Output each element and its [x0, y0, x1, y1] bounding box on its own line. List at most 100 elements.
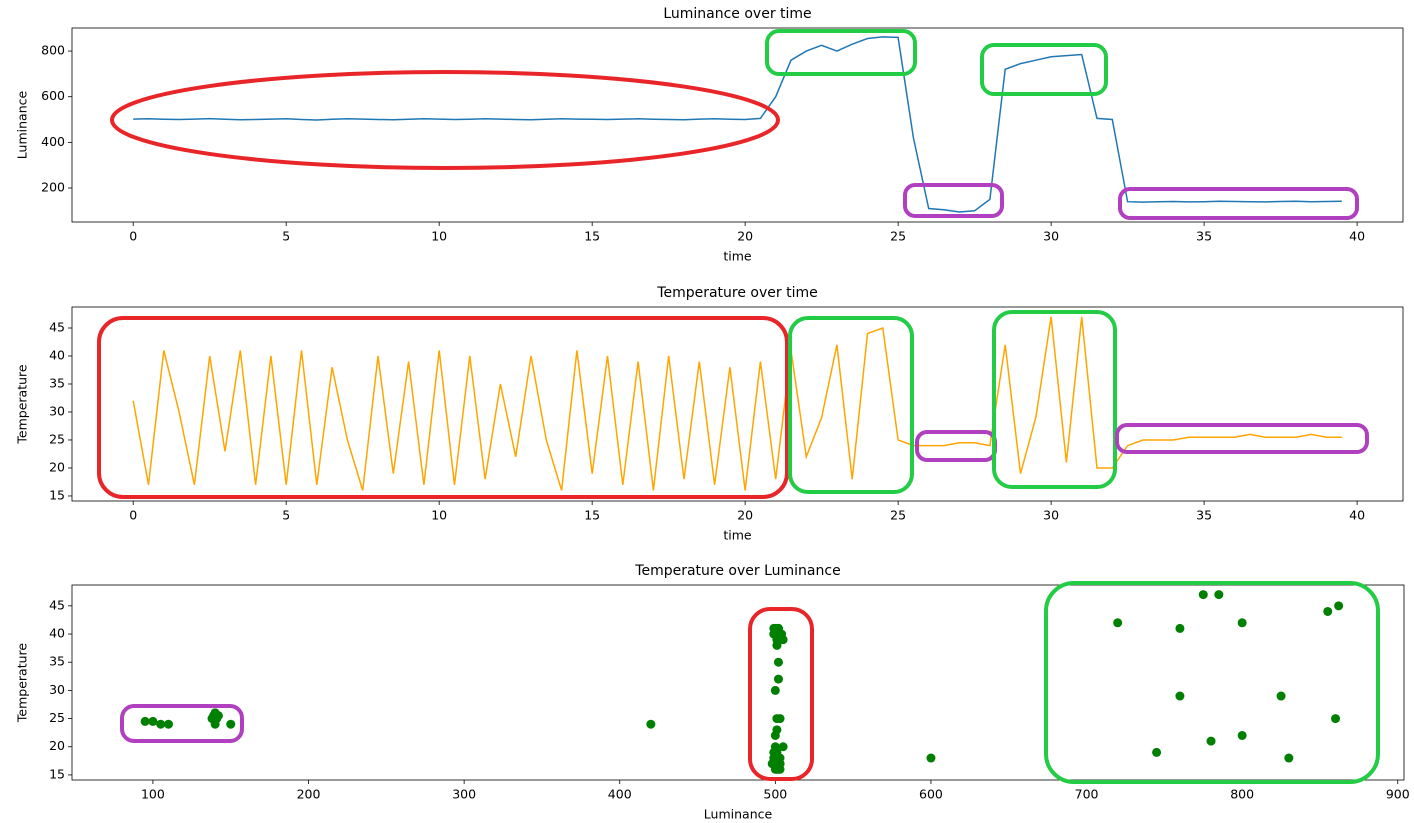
scatter-point — [770, 764, 780, 774]
x-tick-label: 20 — [737, 229, 753, 244]
y-tick-label: 800 — [41, 43, 65, 58]
scatter-point — [1175, 691, 1185, 701]
x-tick-label: 800 — [1230, 787, 1254, 802]
x-tick-label: 10 — [431, 229, 447, 244]
y-tick-label: 45 — [49, 597, 65, 612]
highlight — [110, 70, 780, 170]
y-tick-label: 200 — [41, 179, 65, 194]
x-tick-label: 40 — [1349, 229, 1365, 244]
x-tick-label: 30 — [1043, 508, 1059, 523]
scatter-point — [226, 719, 236, 729]
highlight — [980, 43, 1108, 96]
x-tick-label: 20 — [737, 508, 753, 523]
x-tick-label: 400 — [608, 787, 632, 802]
scatter-point — [926, 753, 936, 763]
scatter-point — [778, 742, 788, 752]
x-tick-label: 30 — [1043, 229, 1059, 244]
scatter-point — [1152, 747, 1162, 757]
scatter-point — [1198, 590, 1208, 600]
scatter-point — [163, 719, 173, 729]
y-axis-label: Luminance — [15, 91, 30, 160]
y-tick-label: 35 — [49, 375, 65, 390]
scatter-point — [1331, 714, 1341, 724]
scatter-point — [1323, 606, 1333, 616]
scatter-point — [772, 714, 782, 724]
y-tick-label: 20 — [49, 459, 65, 474]
highlight — [765, 29, 917, 76]
y-tick-label: 15 — [49, 487, 65, 502]
scatter-point — [140, 716, 150, 726]
x-tick-label: 35 — [1196, 229, 1212, 244]
y-tick-label: 600 — [41, 88, 65, 103]
x-tick-label: 100 — [141, 787, 165, 802]
highlight — [788, 316, 914, 494]
x-tick-label: 25 — [890, 508, 906, 523]
scatter-point — [773, 674, 783, 684]
plot-frame — [71, 584, 1405, 781]
highlight — [1118, 187, 1359, 220]
scatter-point — [1214, 590, 1224, 600]
scatter-point — [1276, 691, 1286, 701]
x-tick-label: 500 — [763, 787, 787, 802]
highlight — [992, 310, 1117, 489]
y-axis-label: Temperature — [15, 364, 30, 444]
data-line — [133, 36, 1342, 213]
x-tick-label: 900 — [1386, 787, 1410, 802]
highlight — [903, 183, 1004, 218]
x-axis-label: time — [723, 528, 752, 543]
scatter-point — [769, 753, 779, 763]
y-tick-label: 20 — [49, 738, 65, 753]
x-tick-label: 700 — [1075, 787, 1099, 802]
plot-frame — [71, 306, 1404, 502]
chart-title: Temperature over Luminance — [634, 563, 840, 579]
scatter-point — [1284, 753, 1294, 763]
highlight — [748, 607, 814, 781]
scatter-point — [156, 719, 166, 729]
x-tick-label: 0 — [129, 229, 137, 244]
x-tick-label: 200 — [297, 787, 321, 802]
plot-frame — [71, 27, 1404, 223]
scatter-point — [1237, 730, 1247, 740]
x-tick-label: 10 — [431, 508, 447, 523]
scatter-point — [213, 711, 223, 721]
scatter-point — [1175, 623, 1185, 633]
y-axis-label: Temperature — [15, 643, 30, 723]
x-axis-label: time — [723, 249, 752, 264]
y-tick-label: 40 — [49, 626, 65, 641]
highlight — [1044, 581, 1380, 784]
scatter-point — [773, 657, 783, 667]
x-tick-label: 5 — [282, 508, 290, 523]
scatter-point — [1237, 618, 1247, 628]
y-tick-label: 15 — [49, 766, 65, 781]
x-tick-label: 300 — [452, 787, 476, 802]
y-tick-label: 45 — [49, 319, 65, 334]
x-tick-label: 5 — [282, 229, 290, 244]
data-line — [132, 316, 1342, 491]
scatter-point — [778, 635, 788, 645]
x-tick-label: 40 — [1349, 508, 1365, 523]
scatter-point — [1334, 601, 1344, 611]
scatter-point — [646, 719, 656, 729]
y-tick-label: 25 — [49, 431, 65, 446]
scatter-point — [770, 742, 780, 752]
x-axis-label: Luminance — [704, 807, 773, 822]
y-tick-label: 40 — [49, 347, 65, 362]
y-tick-label: 400 — [41, 134, 65, 149]
scatter-point — [1113, 618, 1123, 628]
y-tick-label: 30 — [49, 682, 65, 697]
chart-title: Luminance over time — [663, 6, 811, 22]
y-tick-label: 35 — [49, 654, 65, 669]
x-tick-label: 15 — [584, 508, 600, 523]
scatter-point — [1206, 736, 1216, 746]
scatter-point — [770, 730, 780, 740]
x-tick-label: 0 — [129, 508, 137, 523]
x-tick-label: 600 — [919, 787, 943, 802]
chart-title: Temperature over time — [656, 285, 817, 301]
scatter-point — [148, 716, 158, 726]
scatter-point — [770, 685, 780, 695]
highlight — [1115, 423, 1369, 454]
x-tick-label: 25 — [890, 229, 906, 244]
scatter-point — [772, 640, 782, 650]
